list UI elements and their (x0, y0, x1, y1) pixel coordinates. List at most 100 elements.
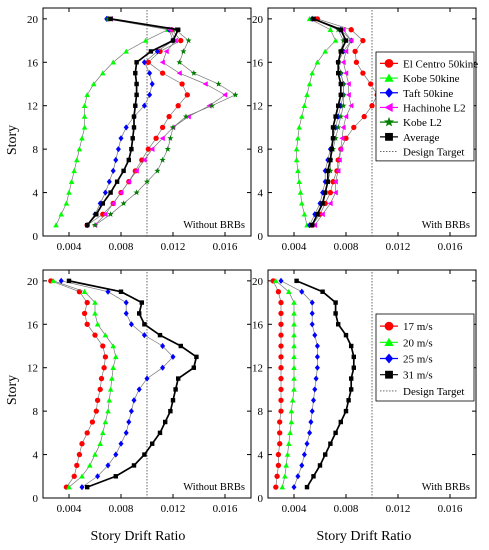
data-point-taft (314, 364, 320, 371)
panel-annotation: Without BRBs (183, 482, 245, 493)
data-point-kobe_50 (113, 354, 119, 360)
data-point-kobe_50 (100, 70, 106, 76)
data-point-kobe_50 (283, 462, 289, 468)
data-point-kobe_50 (301, 102, 308, 108)
data-point-taft (115, 146, 121, 153)
data-point-kobe_l2 (167, 135, 174, 141)
data-point-taft (118, 440, 124, 447)
x-tick-label: 0.004 (282, 241, 307, 253)
data-point-kobe_50 (109, 375, 115, 381)
data-point-hachinohe (118, 189, 124, 196)
data-point-kobe_l2 (176, 59, 183, 65)
data-point-hachinohe (343, 48, 349, 55)
data-point-average (175, 376, 181, 381)
data-point-hachinohe (345, 81, 351, 87)
data-point-average (133, 103, 138, 108)
data-point-kobe_l2 (91, 221, 99, 228)
x-tick-label: 0.004 (282, 503, 307, 515)
data-point-kobe_50 (79, 135, 85, 141)
data-point-el_centro (175, 103, 181, 109)
data-point-el_centro (352, 48, 358, 55)
x-axis-label-left: Story Drift Ratio (91, 529, 186, 544)
data-point-hachinohe (159, 59, 165, 66)
legend: El Centro 50kine Kobe 50kine Taft 50kine Ha… (375, 51, 478, 162)
data-point-el_centro (81, 310, 88, 317)
data-point-hachinohe (133, 168, 139, 174)
data-point-el_centro (89, 419, 96, 425)
data-point-kobe_50 (81, 102, 88, 108)
data-point-average (133, 70, 138, 76)
panel-annotation: Without BRBs (183, 220, 245, 231)
data-point-taft (313, 375, 319, 382)
data-point-kobe_50 (110, 343, 116, 349)
data-point-kobe_l2 (232, 91, 239, 98)
data-point-el_centro (348, 27, 354, 33)
x-tick-label: 0.016 (213, 503, 238, 515)
data-point-hachinohe (332, 189, 338, 196)
data-point-kobe_l2 (215, 80, 222, 87)
data-point-el_centro (92, 332, 98, 338)
data-point-taft (105, 462, 111, 469)
data-point-el_centro (275, 462, 282, 469)
y-axis-label-bottom: Story (5, 375, 20, 405)
data-point-kobe_50 (301, 211, 308, 217)
legend-entry: Hachinohe L2 (403, 102, 466, 114)
data-point-taft (136, 386, 142, 393)
y-tick-label: 20 (252, 14, 264, 26)
series-line-kobe_l2 (94, 18, 237, 226)
data-point-kobe_50 (107, 386, 114, 392)
panel-bottom-right: 0.004 0.008 0.012 0.016 0 4 8 12 16 20 With BRBs 17… (252, 269, 477, 515)
data-point-taft (149, 80, 155, 88)
data-point-hachinohe (163, 48, 169, 55)
data-point-hachinohe (141, 157, 147, 163)
data-point-taft (113, 451, 119, 458)
data-point-taft (131, 397, 137, 404)
x-tick-label: 0.016 (213, 241, 238, 253)
data-point-average (157, 430, 163, 436)
data-point-kobe_l2 (340, 91, 347, 98)
data-point-hachinohe (149, 146, 155, 152)
data-point-kobe_50 (291, 386, 297, 392)
legend-entry: Kobe 50kine (403, 73, 460, 85)
data-point-average (191, 365, 197, 370)
data-point-hachinohe (345, 92, 351, 98)
data-point-el_centro (101, 365, 107, 371)
data-point-kobe_50 (110, 59, 116, 65)
data-point-average (330, 136, 336, 141)
data-point-el_centro (79, 441, 85, 447)
data-point-kobe_l2 (340, 102, 347, 109)
data-point-kobe_l2 (208, 102, 216, 109)
data-point-kobe_50 (314, 59, 321, 65)
data-point-taft (128, 408, 134, 415)
data-point-taft (144, 375, 150, 382)
data-point-kobe_50 (105, 408, 111, 414)
legend-entry: El Centro 50kine (403, 58, 478, 70)
data-point-average (328, 157, 333, 163)
data-point-hachinohe (172, 37, 178, 44)
data-point-average (309, 222, 315, 228)
y-axis-label-top: Story (5, 125, 20, 155)
data-point-kobe_l2 (154, 167, 161, 174)
data-point-hachinohe (126, 178, 132, 185)
data-point-hachinohe (340, 26, 346, 33)
x-tick-label: 0.016 (438, 503, 463, 515)
data-point-taft (299, 288, 305, 295)
data-point-average (131, 125, 137, 130)
legend-entry: Design Target (403, 386, 464, 398)
data-point-hachinohe (319, 211, 325, 218)
data-point-average (66, 278, 72, 284)
data-point-average (178, 343, 184, 349)
data-point-taft (160, 342, 166, 350)
data-point-taft (325, 156, 331, 164)
data-point-taft (147, 70, 153, 77)
legend-marker (384, 87, 394, 98)
legend-entry: Taft 50kine (403, 88, 453, 100)
data-point-kobe_50 (291, 343, 297, 349)
data-point-average (343, 38, 349, 43)
y-tick-label: 4 (258, 450, 264, 462)
data-point-taft (304, 440, 310, 447)
data-point-kobe_50 (81, 124, 88, 130)
legend-marker (384, 353, 394, 364)
data-point-average (325, 168, 331, 174)
legend-marker (384, 73, 394, 82)
